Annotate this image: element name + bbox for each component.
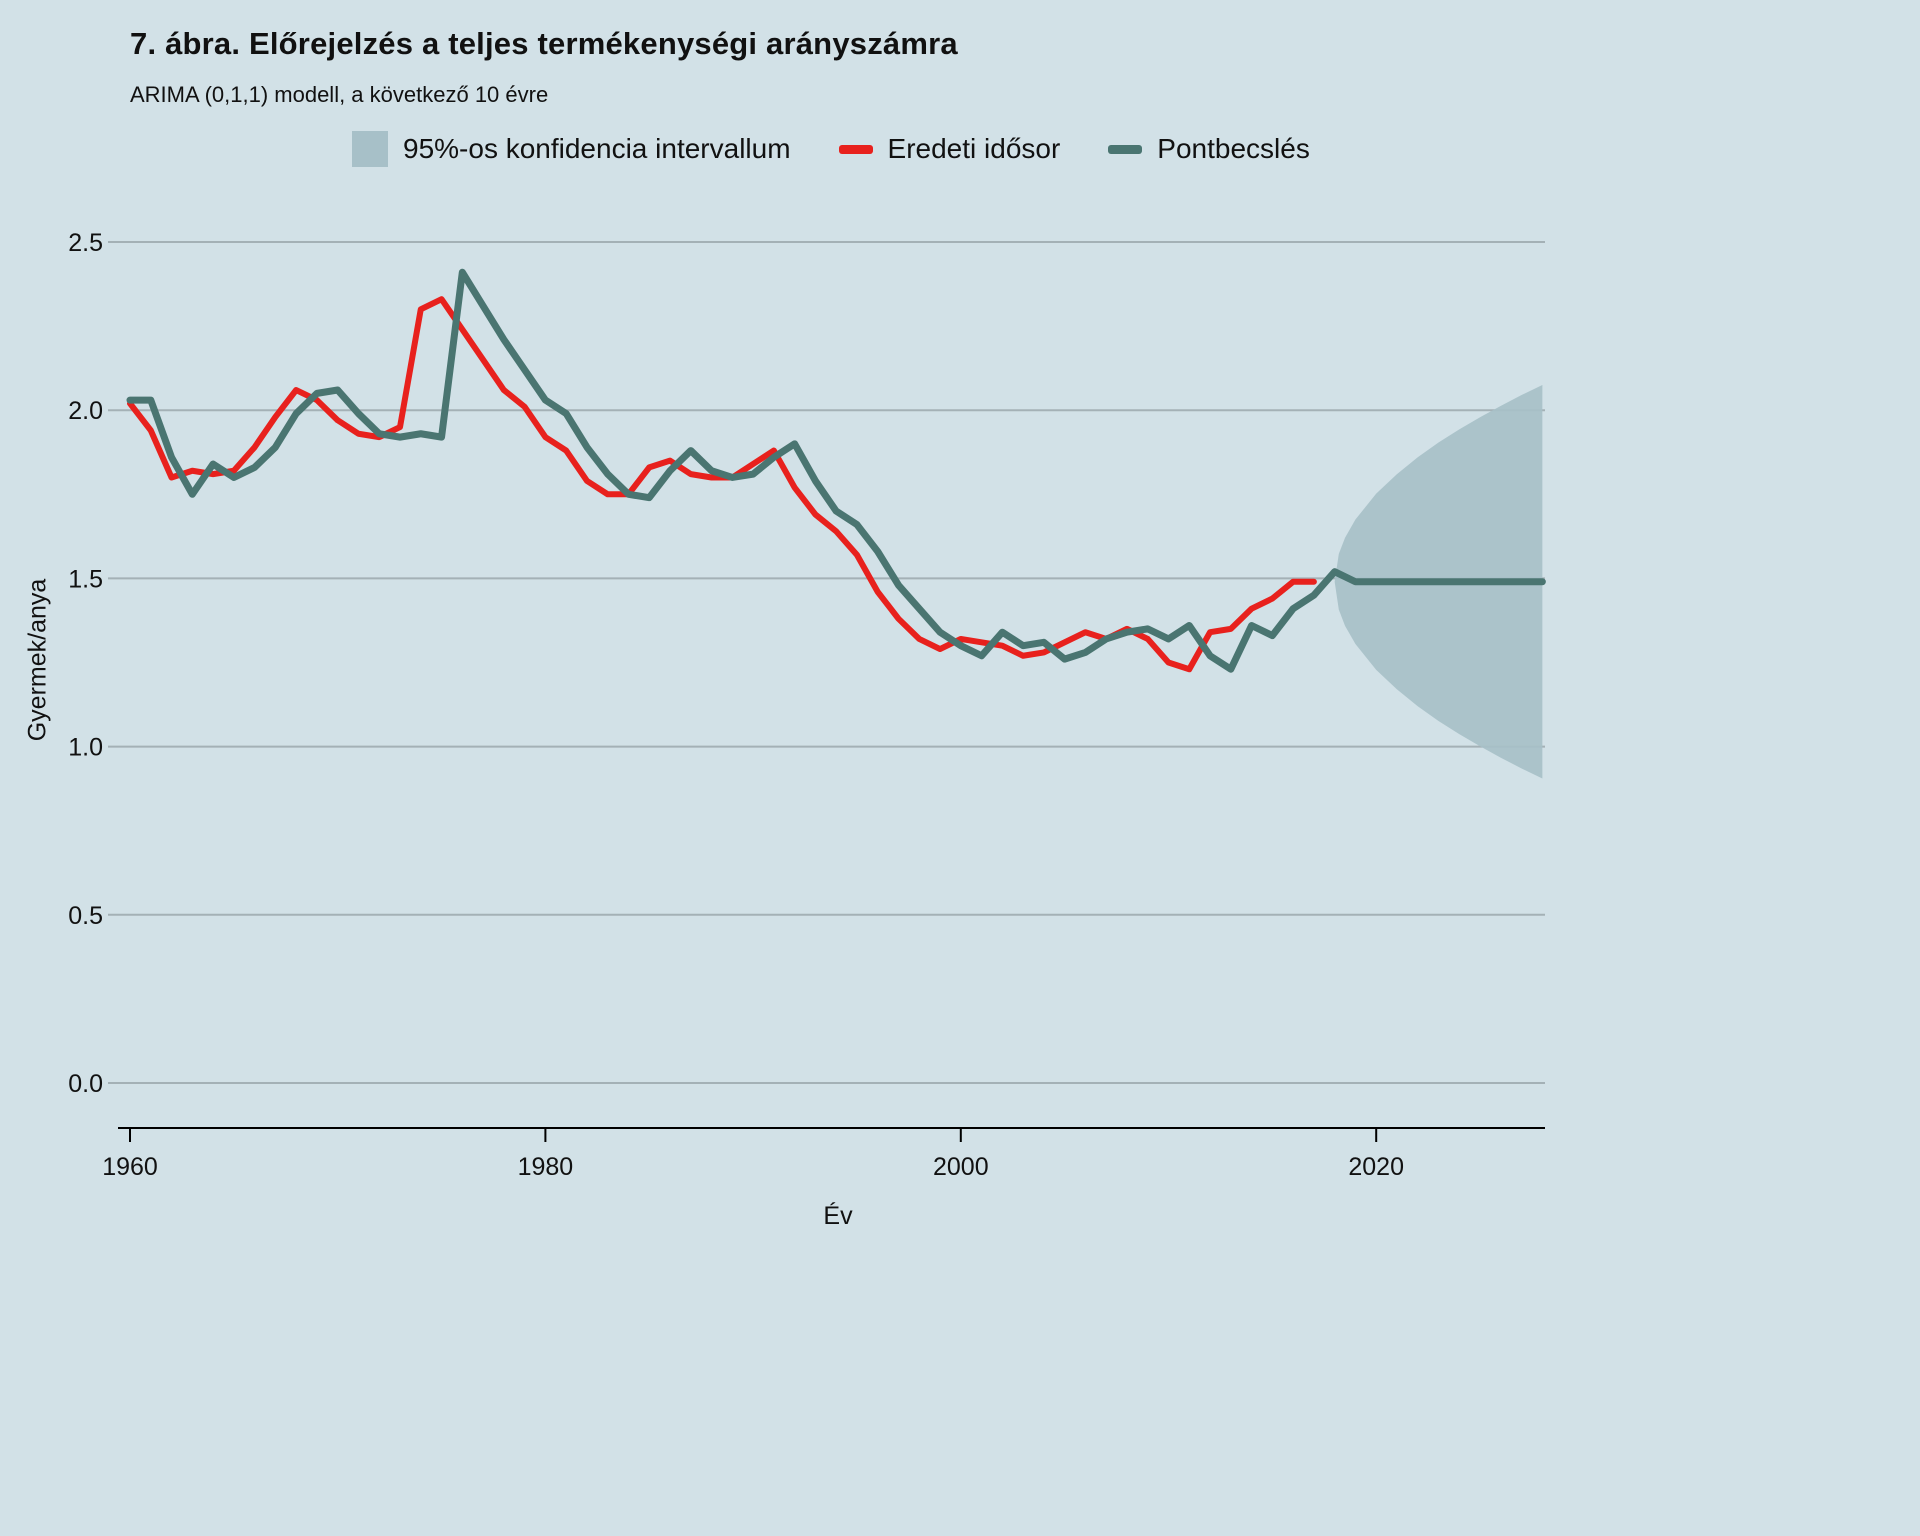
x-tick-label: 1980 — [518, 1153, 574, 1181]
point-estimate-swatch — [1108, 144, 1143, 154]
legend-label: 95%-os konfidencia intervallum — [403, 133, 791, 164]
legend-label: Eredeti idősor — [887, 133, 1061, 164]
series-line-original — [127, 296, 1317, 673]
x-tick-label: 2020 — [1348, 1153, 1404, 1181]
y-tick-label: 0.5 — [68, 902, 103, 930]
chart-subtitle: ARIMA (0,1,1) modell, a következő 10 évr… — [130, 82, 549, 107]
y-tick-label: 0.0 — [68, 1070, 103, 1098]
y-tick-label: 1.5 — [68, 565, 103, 593]
legend-item-original-series: Eredeti idősor — [838, 133, 1061, 165]
legend: 95%-os konfidencia intervallum Eredeti i… — [352, 126, 1310, 172]
y-tick-label: 1.0 — [68, 734, 103, 762]
chart-title: 7. ábra. Előrejelzés a teljes termékenys… — [130, 26, 958, 61]
legend-item-confidence-interval: 95%-os konfidencia intervallum — [352, 131, 791, 167]
x-tick-label: 1960 — [102, 1153, 158, 1181]
legend-label: Pontbecslés — [1157, 133, 1310, 164]
series-line-point-estimate — [126, 268, 1546, 673]
confidence-interval-swatch — [352, 131, 388, 167]
legend-item-point-estimate: Pontbecslés — [1108, 133, 1310, 165]
original-series-swatch — [838, 144, 873, 154]
y-tick-label: 2.0 — [68, 397, 103, 425]
y-tick-label: 2.5 — [68, 229, 103, 257]
x-tick-label: 2000 — [933, 1153, 989, 1181]
x-axis-title: Év — [823, 1202, 853, 1230]
